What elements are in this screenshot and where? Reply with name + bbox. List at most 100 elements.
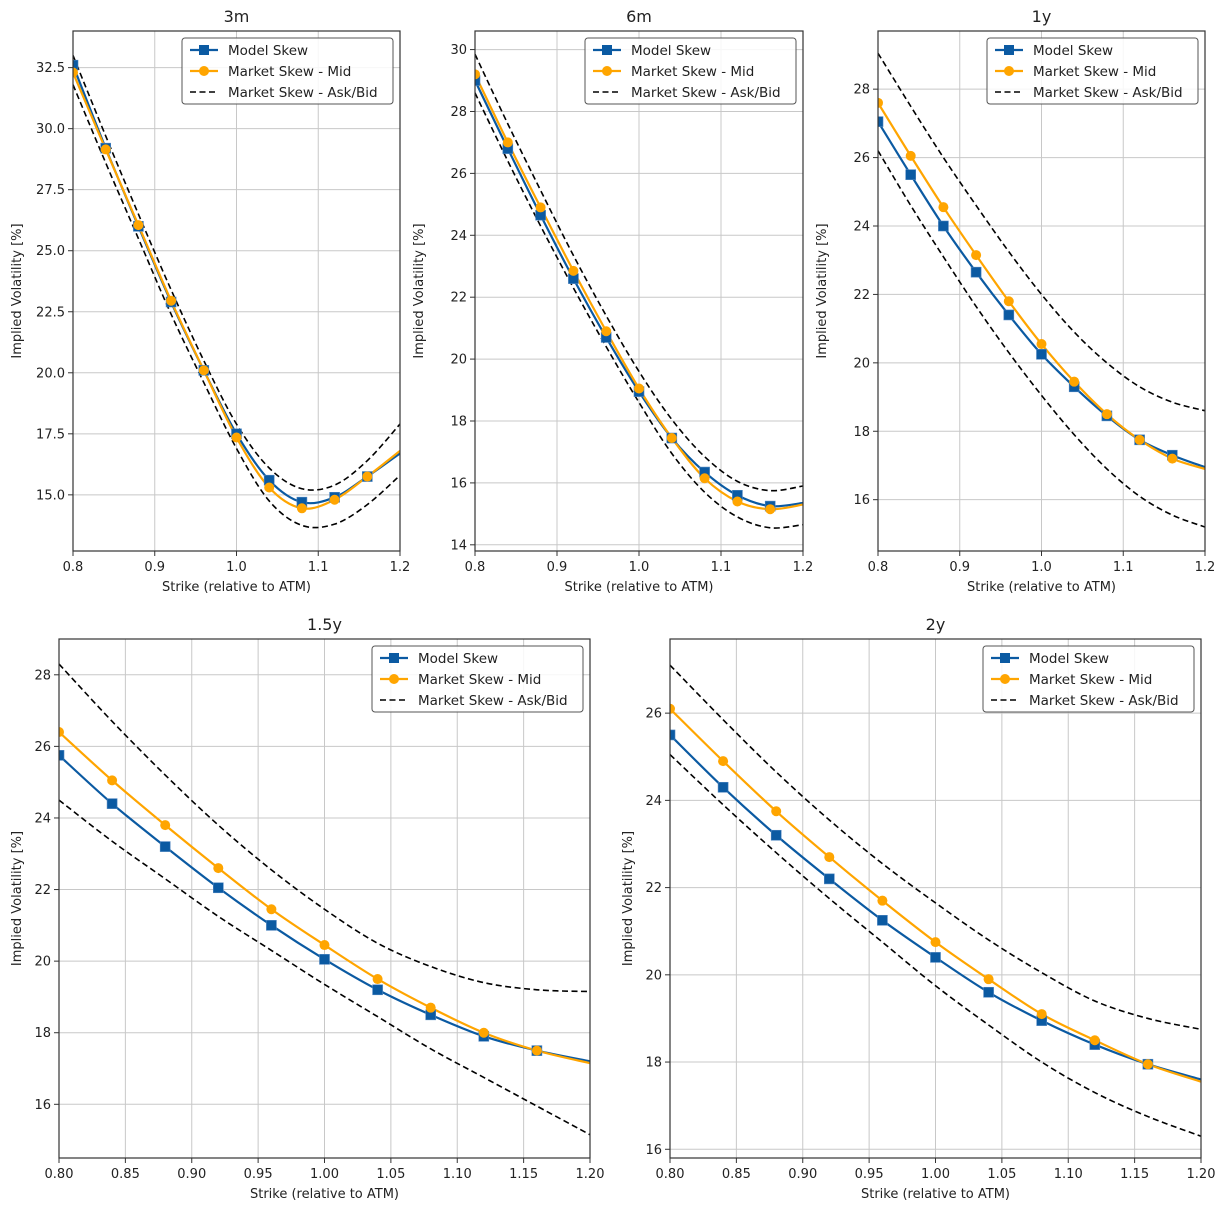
marker-market-mid [478,1027,489,1038]
marker-market-mid [107,775,118,786]
marker-market-mid [535,202,546,213]
marker-market-mid [1167,453,1178,464]
y-tick-label: 18 [645,1056,662,1071]
x-tick-label: 0.95 [244,1167,273,1182]
marker-market-mid [824,852,835,863]
x-tick-label: 0.9 [547,560,568,575]
legend-label: Market Skew - Ask/Bid [631,85,781,101]
marker-model-skew [73,59,79,71]
marker-market-mid [1142,1059,1153,1070]
marker-model-skew [970,266,982,278]
marker-model-skew [770,829,782,841]
marker-market-mid [160,820,171,831]
marker-market-mid [670,703,675,714]
legend: Model Skew Market Skew - Mid Market Skew -… [371,645,584,713]
series-line-ask [878,52,1205,412]
legend-box [181,37,394,105]
chart-title: 1.5y [307,615,342,634]
y-tick-label: 30 [450,43,467,58]
y-tick-label: 26 [34,740,51,755]
legend-label: Model Skew [1033,43,1113,59]
chart-6m: 0.8 0.9 1.0 1.1 1.2 14 16 18 20 22 24 26 28 30 Strike … [412,7,813,595]
y-axis-label: Implied Volatility [%] [815,223,830,358]
marker-market-mid [198,365,209,376]
y-tick-label: 20.0 [36,366,65,381]
marker-model-skew [670,729,676,741]
x-tick-label: 0.8 [868,560,889,575]
x-tick-label: 0.80 [656,1167,685,1182]
marker-model-skew [106,798,118,809]
chart-title: 6m [626,7,652,26]
x-tick-label: 1.2 [390,560,411,575]
gridlines [877,31,1206,551]
marker-market-mid [59,727,64,738]
plot-area [73,55,400,529]
y-tick-label: 25.0 [36,244,65,259]
legend-box [584,37,797,105]
gridlines [474,31,804,551]
marker-market-mid [231,432,242,443]
legend: Model Skew Market Skew - Mid Market Skew -… [181,37,394,105]
x-tick-label: 1.05 [987,1167,1016,1182]
marker-model-skew [905,169,917,180]
gridlines [72,31,401,551]
marker-market-mid [266,904,277,915]
series-line-market-mid [59,731,590,1065]
marker-model-skew [213,882,224,894]
x-tick-label: 1.00 [310,1167,339,1182]
marker-market-mid [718,756,729,767]
y-tick-label: 24 [450,229,467,244]
legend-circle-marker-icon [199,66,209,76]
series-line-bid [73,84,400,529]
x-axis-label: Strike (relative to ATM) [162,580,311,595]
chart-1_5y: 0.80 0.85 0.90 0.95 1.00 1.05 1.10 1.15 1.20 16 18… [10,615,604,1202]
marker-model-skew [1003,309,1015,321]
x-tick-label: 1.20 [576,1167,605,1182]
legend-box [982,645,1195,713]
plot-area [475,53,803,529]
marker-market-mid [930,937,941,948]
legend-circle-marker-icon [1000,674,1010,684]
marker-market-mid [475,69,480,80]
y-tick-label: 18 [853,425,870,440]
y-tick-label: 18 [34,1026,51,1041]
marker-market-mid [133,220,144,231]
y-tick-label: 20 [645,968,662,983]
legend: Model Skew Market Skew - Mid Market Skew -… [986,37,1199,105]
marker-model-skew [823,873,835,885]
y-tick-label: 22 [34,883,51,898]
legend-label: Market Skew - Ask/Bid [418,693,568,709]
gridlines [669,639,1202,1158]
legend-label: Market Skew - Mid [631,64,754,80]
y-tick-label: 16 [645,1143,662,1158]
x-tick-label: 0.90 [177,1167,206,1182]
marker-model-skew [938,220,949,232]
x-tick-label: 1.15 [1120,1167,1149,1182]
series-line-ask [670,664,1201,1031]
chart-title: 3m [224,7,250,26]
x-tick-label: 0.9 [949,560,970,575]
marker-model-skew [159,841,171,852]
marker-market-mid [699,473,710,484]
y-tick-label: 22 [853,288,870,303]
marker-market-mid [372,974,383,985]
marker-market-mid [166,295,177,306]
y-tick-label: 28 [450,105,467,120]
y-tick-label: 16 [450,476,467,491]
marker-model-skew [59,750,65,761]
x-tick-label: 0.9 [144,560,165,575]
marker-market-mid [100,144,111,155]
marker-market-mid [1036,339,1047,350]
marker-model-skew [319,954,330,965]
legend-square-marker-icon [199,45,209,55]
y-axis-label: Implied Volatility [%] [412,223,427,358]
chart-3m: 0.8 0.9 1.0 1.1 1.2 15.0 17.5 20.0 22.5 25.0 27.5 3… [10,7,410,595]
y-tick-label: 32.5 [36,61,65,76]
x-tick-label: 1.15 [509,1167,538,1182]
marker-market-mid [362,471,373,482]
legend: Model Skew Market Skew - Mid Market Skew -… [584,37,797,105]
marker-market-mid [73,67,78,78]
marker-model-skew [717,781,729,793]
y-tick-label: 27.5 [36,183,65,198]
legend-circle-marker-icon [1004,66,1014,76]
